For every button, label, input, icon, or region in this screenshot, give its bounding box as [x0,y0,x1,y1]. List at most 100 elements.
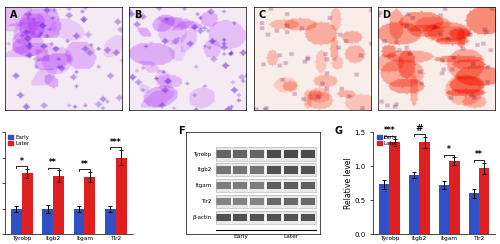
Bar [300,166,315,173]
Bar [250,182,264,189]
Bar [468,193,479,234]
Bar [284,166,298,173]
Bar [267,198,281,205]
Bar [216,179,316,192]
Bar [232,195,248,208]
Text: **: ** [475,150,483,159]
Bar [233,198,248,205]
Bar [42,209,53,234]
Text: Tyrobp: Tyrobp [194,152,212,156]
Text: D: D [382,10,390,20]
Bar [266,163,282,176]
Text: F: F [178,126,185,136]
Bar [284,150,298,158]
Bar [300,182,315,189]
Bar [300,179,316,192]
Bar [250,166,264,173]
Bar [300,163,316,176]
Bar [216,163,232,176]
Bar [250,195,265,208]
Bar [233,166,248,173]
Bar [266,147,282,161]
Bar [216,147,232,161]
Bar [233,150,248,158]
Bar [216,211,316,224]
Bar [300,214,315,221]
Text: ***: *** [384,126,396,135]
Text: Itgam: Itgam [196,183,212,188]
Text: ***: *** [110,138,122,147]
Legend: Early, Later: Early, Later [376,135,398,147]
Bar [266,211,282,224]
Bar [283,179,299,192]
Bar [216,214,230,221]
Bar [216,166,230,173]
Bar [420,142,430,234]
Bar [22,173,32,234]
Bar [300,198,315,205]
Bar [479,168,490,234]
Bar [438,185,449,234]
Bar [250,214,264,221]
Bar [300,147,316,161]
Bar [284,182,298,189]
Bar [379,184,390,234]
Bar [250,150,264,158]
Bar [216,211,232,224]
Bar [300,150,315,158]
Text: Early: Early [233,234,248,239]
Bar [390,142,400,234]
Text: Later: Later [283,234,298,239]
Legend: Early, Later: Early, Later [8,135,30,147]
Bar [267,182,281,189]
Text: *: * [447,145,451,154]
Bar [266,195,282,208]
Text: *: * [20,157,24,166]
Text: Tlr2: Tlr2 [201,199,211,204]
Bar [267,214,281,221]
Bar [216,182,230,189]
Bar [283,211,299,224]
Text: β-actin: β-actin [192,215,212,220]
Bar [283,147,299,161]
Bar [216,150,230,158]
Text: **: ** [80,160,88,169]
Bar [232,179,248,192]
Bar [216,198,230,205]
Bar [105,209,116,234]
Bar [11,209,22,234]
Text: C: C [258,10,266,20]
Bar [232,147,248,161]
Bar [284,198,298,205]
Bar [216,195,316,208]
Bar [233,214,248,221]
Bar [53,176,64,234]
Bar [449,161,460,234]
Bar [283,195,299,208]
Bar [409,175,420,234]
Bar [250,198,264,205]
Text: Itgb2: Itgb2 [198,167,211,172]
Text: #: # [416,124,423,133]
Text: G: G [334,126,342,136]
Bar [84,177,96,234]
Bar [250,147,265,161]
Bar [116,158,127,234]
Bar [284,214,298,221]
Bar [216,147,316,161]
Bar [300,195,316,208]
Bar [216,195,232,208]
Bar [232,211,248,224]
Bar [250,211,265,224]
Bar [216,163,316,176]
Bar [216,179,232,192]
Bar [267,166,281,173]
Bar [250,179,265,192]
Bar [283,163,299,176]
Text: B: B [134,10,141,20]
Bar [233,182,248,189]
Bar [300,211,316,224]
Bar [250,163,265,176]
Bar [267,150,281,158]
Bar [232,163,248,176]
